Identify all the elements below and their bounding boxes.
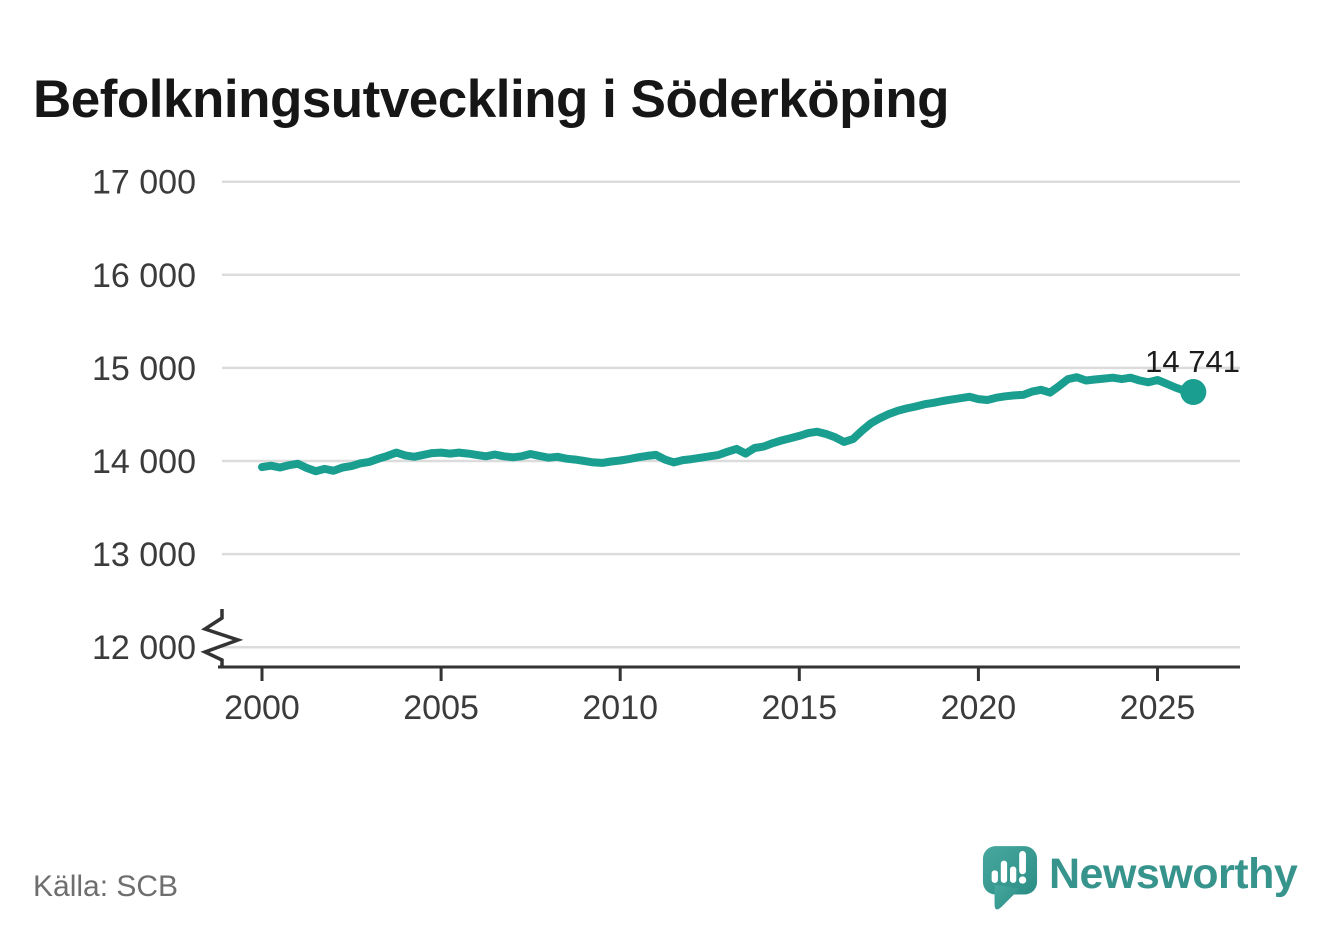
newsworthy-bubble-chart-icon	[982, 846, 1038, 910]
newsworthy-wordmark: Newsworthy	[1049, 850, 1298, 898]
population-line-chart: 17 000 16 000 15 000 14 000 13 000 12 000 2000…	[92, 164, 1240, 727]
x-axis-label: 2015	[761, 689, 837, 727]
y-axis-label: 16 000	[92, 257, 196, 295]
chart-title: Befolkningsutveckling i Söderköping	[33, 69, 950, 129]
x-axis-label: 2005	[403, 689, 479, 727]
y-axis-break-icon	[200, 609, 244, 666]
source-note: Källa: SCB	[33, 870, 179, 903]
population-line	[258, 373, 1198, 476]
newsworthy-logo: Newsworthy	[981, 844, 1298, 916]
current-value-dot	[1180, 379, 1207, 406]
x-axis-label: 2000	[224, 689, 300, 727]
x-axis-label: 2020	[941, 689, 1017, 727]
y-axis-label: 12 000	[92, 629, 196, 667]
y-axis-label: 15 000	[92, 350, 196, 388]
y-axis-label: 17 000	[92, 164, 196, 202]
y-axis-label: 13 000	[92, 536, 196, 574]
current-value-label: 14 741	[1145, 344, 1240, 379]
x-axis-label: 2010	[582, 689, 658, 727]
x-axis-label: 2025	[1120, 689, 1196, 727]
y-axis-label: 14 000	[92, 443, 196, 481]
